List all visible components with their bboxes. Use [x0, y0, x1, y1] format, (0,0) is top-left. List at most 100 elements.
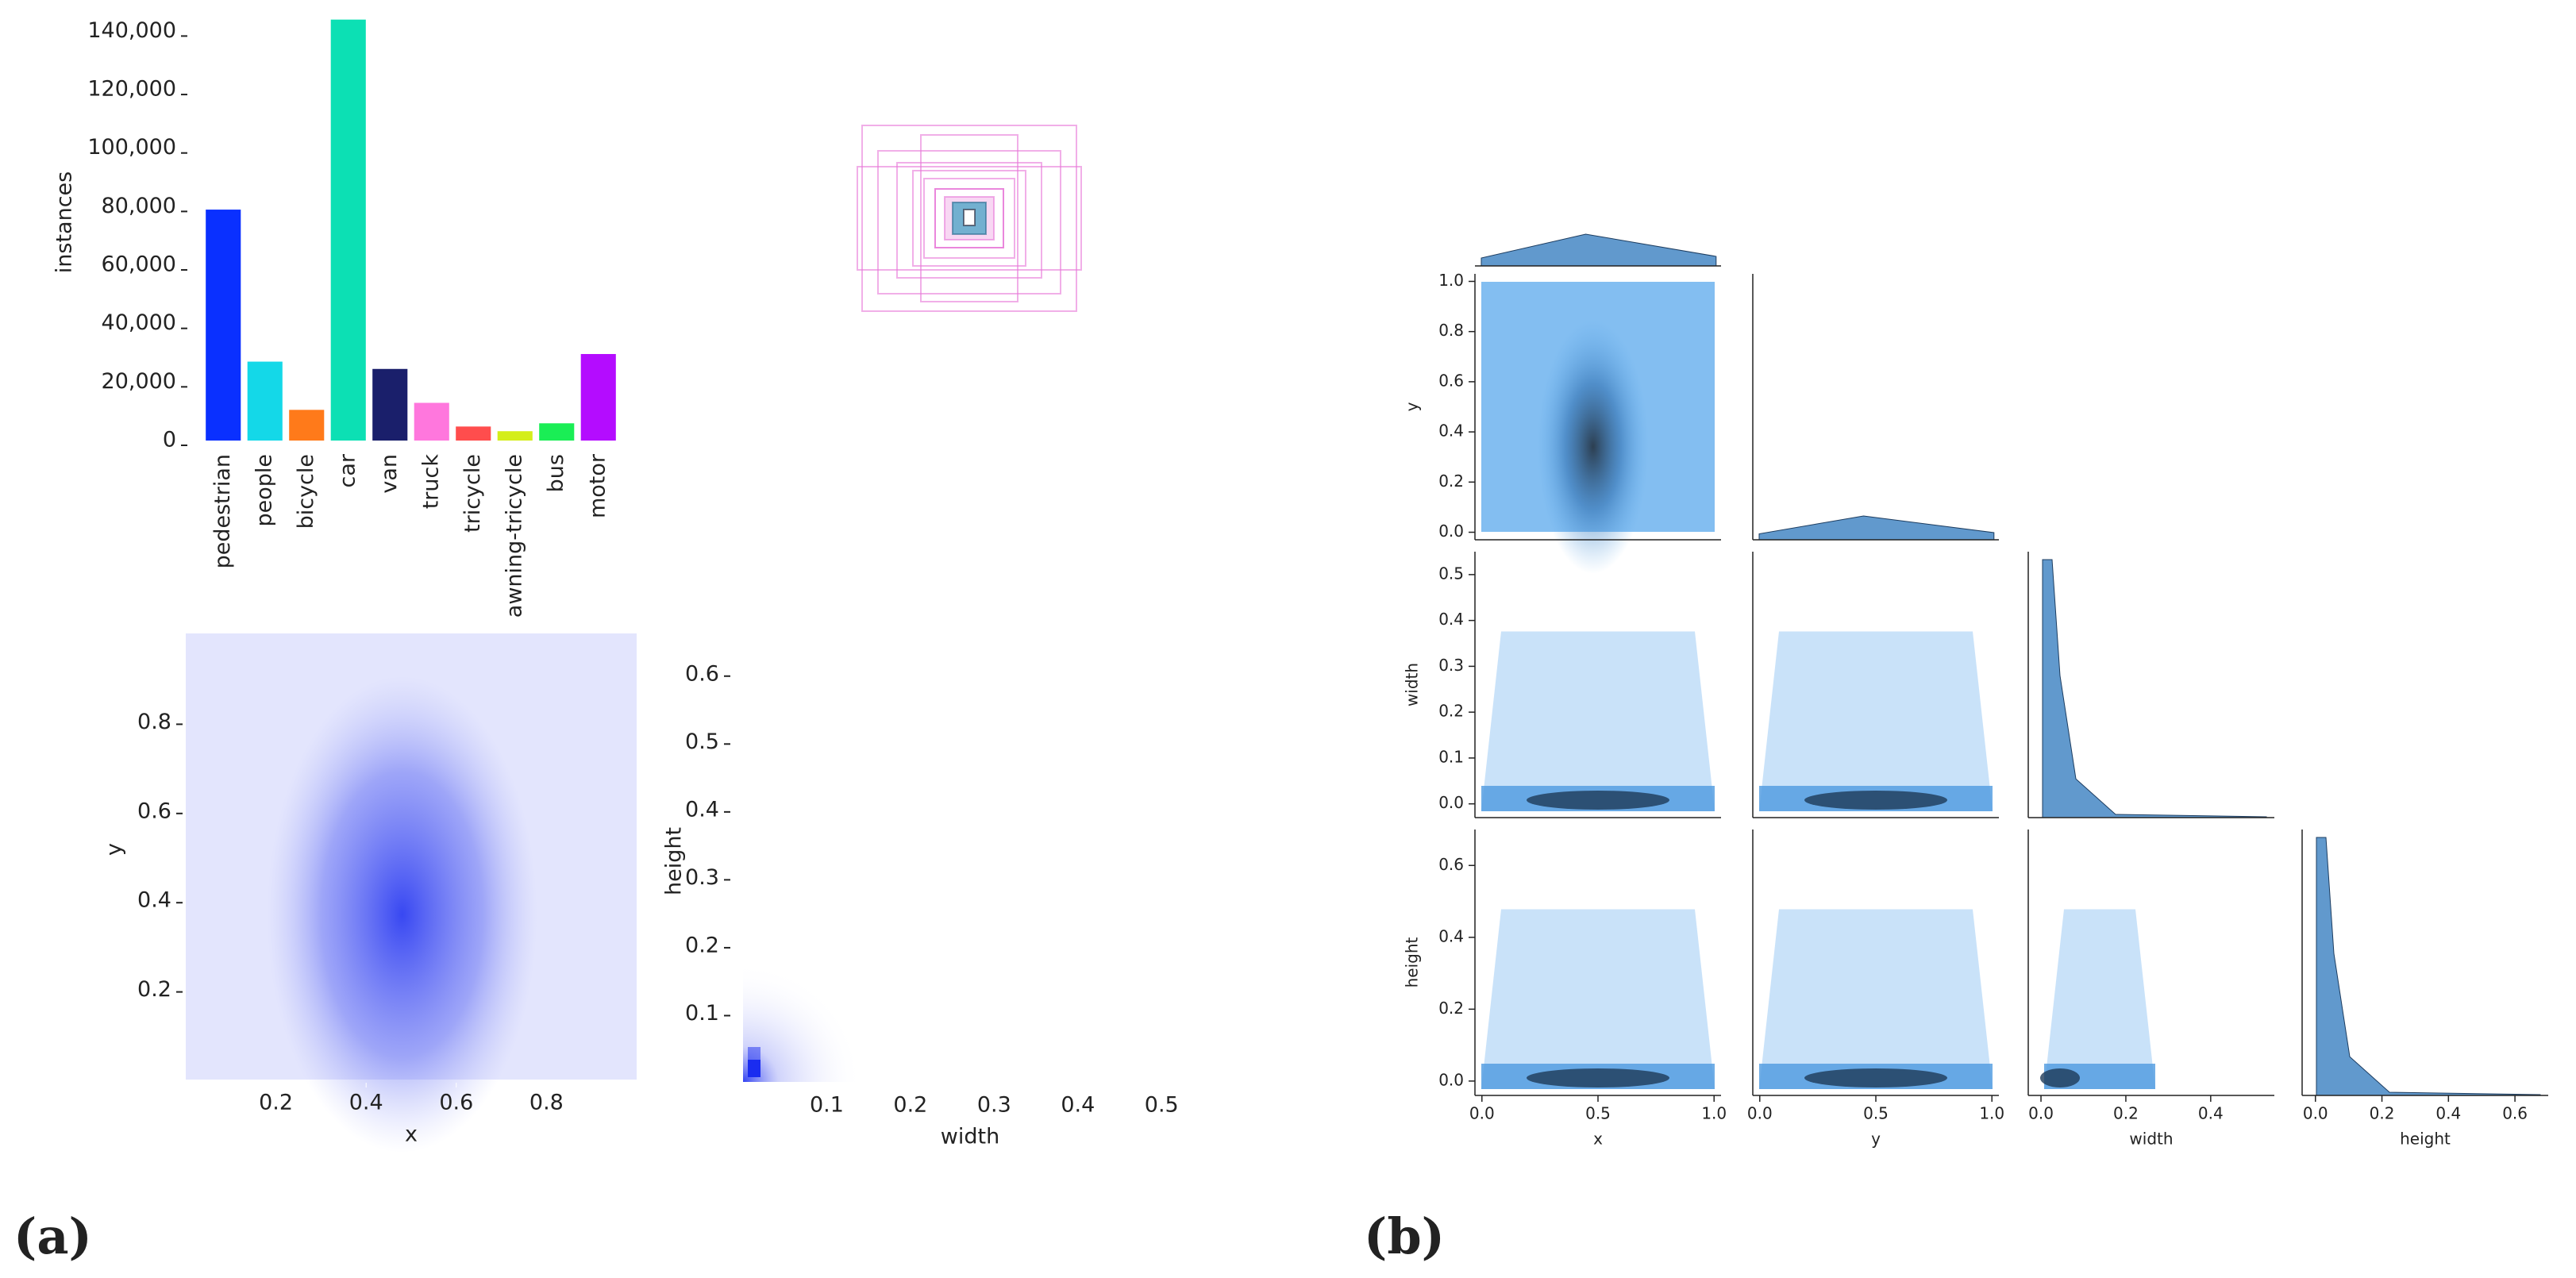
x-tick-label: 0.1 [810, 1093, 844, 1118]
density-fade [743, 963, 862, 1082]
x-tick-label: 0.5 [1585, 1104, 1611, 1123]
y-tick-label: 1.0 [1438, 271, 1464, 290]
panel-label: (b) [1364, 1207, 1445, 1265]
y-tick-label: 100,000 [87, 135, 176, 160]
histogram-shape [2042, 559, 2267, 818]
y-tick-label: 0 [163, 428, 176, 452]
x-tick-label: 0.0 [2303, 1104, 2328, 1123]
x-tick-label: 0.5 [1145, 1093, 1179, 1118]
density-peak [748, 1060, 760, 1077]
y-tick-label: 40,000 [102, 310, 176, 335]
density-core [1527, 1068, 1669, 1087]
x-tick-label: 0.2 [2370, 1104, 2395, 1123]
y-tick-label: 0.0 [1438, 793, 1464, 812]
x-tick-label: 0.4 [2435, 1104, 2461, 1123]
y-axis-label: height [1403, 937, 1422, 987]
density-core [1527, 791, 1669, 810]
pair-grid: 0.0 0.2 0.4 0.6 0.8 1.0 y 0.0 0.1 0.2 0.3 0.4 0.5 wid… [1403, 233, 2548, 1149]
density-core [1804, 1068, 1947, 1087]
x-tick-label: car [335, 453, 360, 487]
y-tick-label: 0.4 [1438, 422, 1464, 441]
x-axis-label: x [1593, 1130, 1603, 1149]
scatter-area [1759, 631, 1993, 811]
y-tick-label: 20,000 [102, 369, 176, 394]
x-tick-label: 0.0 [2028, 1104, 2054, 1123]
x-axis-label: y [1871, 1130, 1881, 1149]
bar [414, 402, 449, 441]
y-tick-label: 0.4 [685, 797, 719, 822]
bar [372, 368, 408, 441]
scatter-area [1481, 909, 1715, 1089]
y-tick-label: 0.2 [1438, 472, 1464, 491]
x-tick-label: bus [544, 454, 568, 492]
x-tick-label: van [377, 454, 402, 494]
x-tick-label: 0.3 [977, 1093, 1011, 1118]
y-tick-label: 0.6 [137, 799, 171, 823]
x-tick-label: 1.0 [1979, 1104, 2004, 1123]
x-tick-label: motor [585, 453, 610, 518]
y-tick-label: 0.4 [1438, 610, 1464, 629]
y-tick-label: 0.3 [685, 865, 719, 890]
x-tick-label: 0.2 [259, 1091, 293, 1115]
panel-label: (a) [13, 1207, 92, 1265]
x-tick-label: 0.6 [2502, 1104, 2528, 1123]
y-axis-label: instances [52, 171, 77, 273]
x-tick-label: 1.0 [1701, 1104, 1727, 1123]
y-axis-label: height [662, 827, 687, 895]
x-tick-label: pedestrian [210, 454, 235, 568]
y-tick-label: 0.8 [1438, 321, 1464, 340]
bar [497, 431, 533, 441]
bar [539, 423, 575, 441]
y-tick-label: 0.1 [1438, 747, 1464, 766]
box-overlay [857, 125, 1082, 312]
x-tick-label: bicycle [294, 454, 318, 529]
bar [247, 361, 283, 441]
bar [456, 426, 491, 441]
y-tick-label: 60,000 [102, 252, 176, 277]
y-tick-label: 0.8 [137, 710, 171, 734]
y-tick-label: 0.6 [1438, 855, 1464, 874]
density-cell [748, 1047, 760, 1060]
density-core [2040, 1068, 2080, 1087]
x-axis-label: width [941, 1125, 999, 1149]
bar [580, 353, 616, 441]
histogram-shape [2316, 837, 2541, 1096]
y-tick-label: 0.6 [685, 661, 719, 686]
x-tick-label: 0.2 [893, 1093, 927, 1118]
y-tick-label: 0.4 [1438, 926, 1464, 945]
histogram-shape [1758, 515, 1995, 541]
x-tick-label: 0.4 [2198, 1104, 2224, 1123]
y-tick-label: 0.2 [1438, 702, 1464, 721]
x-axis-label: height [2400, 1130, 2451, 1149]
x-tick-label: tricycle [460, 454, 485, 533]
scatter-area [2044, 909, 2155, 1089]
y-axis-label: width [1403, 663, 1422, 706]
y-axis-label: y [1403, 402, 1422, 411]
y-tick-label: 0.4 [137, 888, 171, 913]
y-tick-label: 0.2 [685, 933, 719, 957]
x-tick-label: 0.5 [1863, 1104, 1889, 1123]
x-tick-label: 0.4 [349, 1091, 383, 1115]
histogram-shape [1481, 233, 1717, 267]
y-tick-label: 0.3 [1438, 656, 1464, 675]
x-tick-label: awning-tricycle [502, 454, 526, 618]
x-tick-label: truck [418, 454, 443, 510]
y-tick-label: 0.2 [137, 977, 171, 1002]
y-tick-label: 0.5 [1438, 564, 1464, 583]
x-axis-label: width [2129, 1130, 2173, 1149]
scatter-area [1759, 909, 1993, 1089]
y-tick-label: 0.0 [1438, 522, 1464, 541]
x-axis-label: x [405, 1122, 418, 1147]
scatter-area [1481, 631, 1715, 811]
y-tick-label: 0.0 [1438, 1070, 1464, 1089]
y-tick-label: 0.1 [685, 1001, 719, 1026]
x-tick-label: people [252, 454, 276, 527]
density-core [267, 676, 537, 1153]
x-tick-label: 0.4 [1061, 1093, 1095, 1118]
y-tick-label: 120,000 [87, 77, 176, 102]
y-tick-label: 140,000 [87, 18, 176, 43]
y-tick-label: 0.5 [685, 729, 719, 754]
x-tick-label: 0.2 [2113, 1104, 2139, 1123]
x-tick-label: 0.6 [439, 1091, 473, 1115]
